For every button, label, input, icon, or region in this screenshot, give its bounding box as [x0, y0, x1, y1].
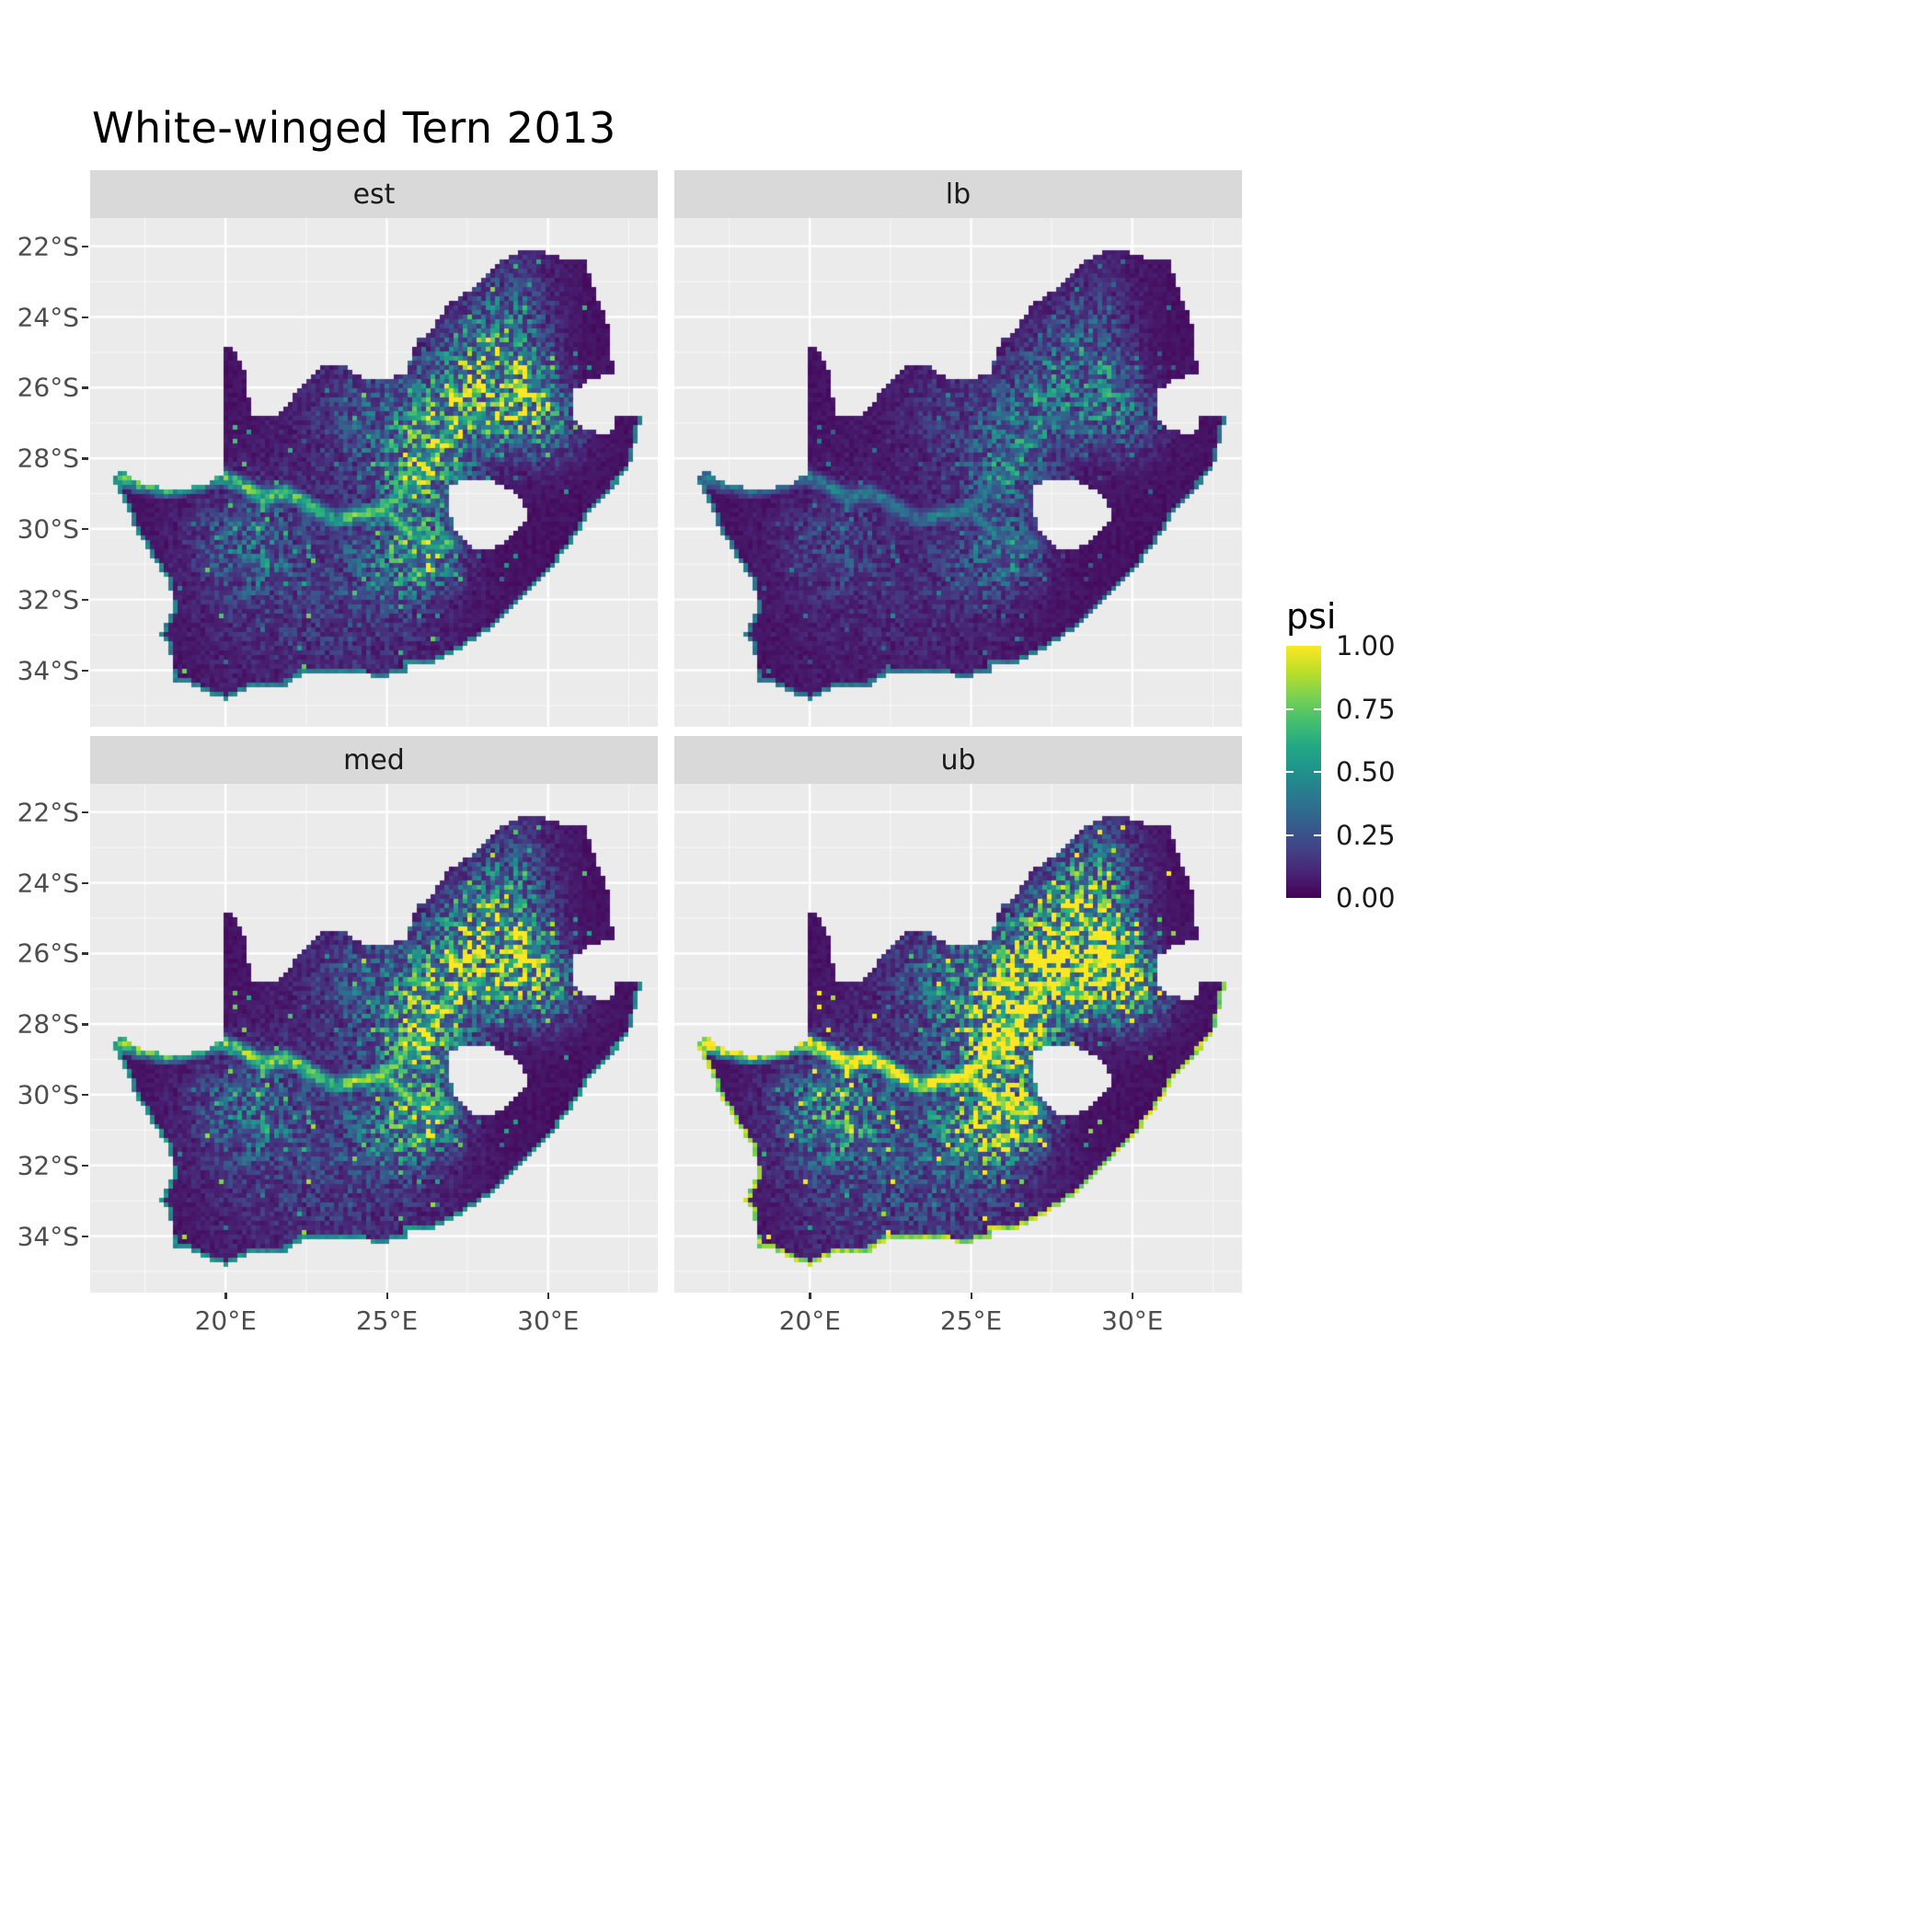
legend-tick-label: 0.50	[1336, 756, 1396, 788]
x-axis-label: 30°E	[1101, 1305, 1164, 1336]
legend-colorbar-tick	[1286, 771, 1294, 773]
facet-strip-est: est	[90, 170, 658, 218]
x-axis-label: 20°E	[778, 1305, 841, 1336]
y-axis-tick	[82, 1164, 88, 1167]
legend-tick-label: 0.25	[1336, 819, 1396, 851]
y-axis-tick	[82, 245, 88, 248]
legend-colorbar-tick	[1314, 707, 1321, 710]
y-axis-label: 22°S	[17, 797, 79, 828]
y-axis-tick	[82, 457, 88, 460]
legend-colorbar-tick	[1314, 771, 1321, 773]
x-axis-label: 25°E	[355, 1305, 419, 1336]
facet-strip-med: med	[90, 736, 658, 784]
y-axis-tick	[82, 316, 88, 319]
y-axis-label: 32°S	[17, 1150, 79, 1181]
y-axis-tick	[82, 952, 88, 955]
map-panel-est	[90, 218, 658, 727]
map-panel-ub	[674, 784, 1242, 1293]
y-axis-tick	[82, 811, 88, 814]
y-axis-tick	[82, 669, 88, 673]
x-axis-label: 25°E	[939, 1305, 1003, 1336]
y-axis-label: 26°S	[17, 937, 79, 969]
y-axis-tick	[82, 1093, 88, 1097]
legend-colorbar-tick	[1286, 834, 1294, 836]
legend-colorbar-tick	[1286, 707, 1294, 710]
y-axis-label: 30°S	[17, 1079, 79, 1110]
y-axis-label: 28°S	[17, 443, 79, 474]
y-axis-label: 24°S	[17, 302, 79, 333]
legend-tick-label: 0.75	[1336, 693, 1396, 725]
x-axis-label: 30°E	[517, 1305, 580, 1336]
facet-label-est: est	[352, 178, 396, 211]
legend-tick-label: 1.00	[1336, 630, 1396, 661]
y-axis-tick	[82, 1023, 88, 1026]
x-axis-tick	[1131, 1293, 1134, 1299]
y-axis-label: 30°S	[17, 513, 79, 545]
y-axis-label: 34°S	[17, 655, 79, 686]
x-axis-tick	[809, 1293, 811, 1299]
x-axis-label: 20°E	[194, 1305, 257, 1336]
y-axis-tick	[82, 1235, 88, 1238]
chart-title: White-winged Tern 2013	[92, 103, 616, 153]
y-axis-label: 22°S	[17, 231, 79, 262]
map-panel-lb	[674, 218, 1242, 727]
facet-label-med: med	[343, 743, 405, 776]
y-axis-label: 32°S	[17, 584, 79, 615]
x-axis-tick	[970, 1293, 973, 1299]
y-axis-label: 26°S	[17, 372, 79, 403]
facet-label-ub: ub	[940, 743, 976, 776]
x-axis-tick	[546, 1293, 550, 1299]
y-axis-label: 28°S	[17, 1008, 79, 1040]
map-panel-med	[90, 784, 658, 1293]
legend-title: psi	[1286, 596, 1337, 637]
y-axis-tick	[82, 598, 88, 602]
facet-label-lb: lb	[945, 178, 972, 211]
y-axis-tick	[82, 881, 88, 885]
facet-strip-ub: ub	[674, 736, 1242, 784]
y-axis-tick	[82, 386, 88, 389]
legend-tick-label: 0.00	[1336, 882, 1396, 914]
x-axis-tick	[385, 1293, 389, 1299]
y-axis-tick	[82, 527, 88, 531]
legend-colorbar-tick	[1314, 834, 1321, 836]
y-axis-label: 24°S	[17, 868, 79, 899]
x-axis-tick	[224, 1293, 227, 1299]
y-axis-label: 34°S	[17, 1221, 79, 1252]
facet-strip-lb: lb	[674, 170, 1242, 218]
